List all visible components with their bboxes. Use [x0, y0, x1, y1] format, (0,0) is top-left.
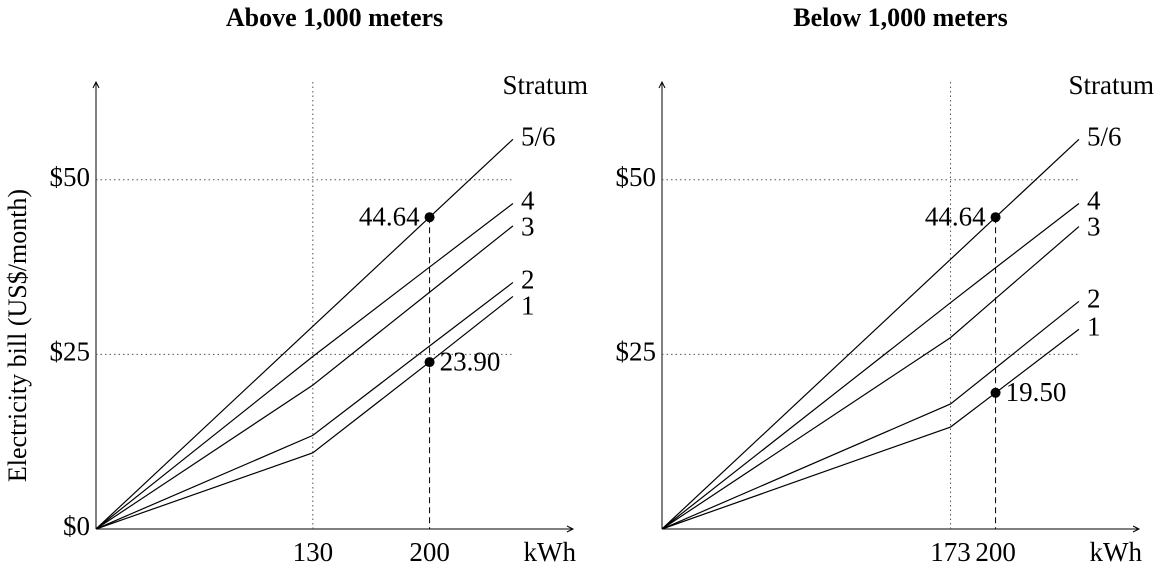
panel-title: Above 1,000 meters [226, 3, 443, 32]
x-axis-arrow [566, 525, 575, 533]
point [424, 357, 435, 368]
point [990, 212, 1001, 223]
x-axis-label: kWh [1090, 537, 1143, 567]
series-line [661, 203, 1080, 530]
x-axis-arrow [1132, 525, 1141, 533]
series-line [661, 226, 1080, 530]
point-label: 19.50 [1006, 377, 1067, 407]
series-label: 4 [521, 186, 535, 216]
series-line [95, 225, 514, 530]
x-tick-label: 130 [293, 537, 334, 567]
series-line [661, 328, 1080, 530]
series-label: 3 [521, 212, 535, 242]
y-axis-arrow [92, 80, 100, 89]
series-label: 4 [1087, 186, 1101, 216]
point-label: 23.90 [440, 346, 501, 376]
x-axis-label: kWh [524, 537, 577, 567]
point-label: 44.64 [925, 201, 986, 231]
series-label: 5/6 [1087, 121, 1122, 151]
point [424, 212, 435, 223]
x-tick-label: 173 [930, 537, 971, 567]
y-tick-label: $50 [616, 162, 657, 192]
series-label: 5/6 [521, 121, 556, 151]
y-tick-label: $25 [50, 337, 91, 367]
legend-title: Stratum [1069, 70, 1155, 100]
y-tick-label: $50 [50, 162, 91, 192]
series-line [661, 138, 1080, 530]
y-axis-label: Electricity bill (US$/month) [3, 189, 32, 482]
series-line [95, 281, 514, 530]
series-label: 2 [1087, 284, 1101, 314]
series-label: 1 [521, 291, 535, 321]
y-axis-arrow [658, 80, 666, 89]
series-line [95, 138, 514, 530]
series-line [95, 203, 514, 530]
point-label: 44.64 [359, 201, 420, 231]
series-label: 2 [521, 265, 535, 295]
series-label: 3 [1087, 212, 1101, 242]
legend-title: Stratum [503, 70, 589, 100]
series-line [95, 295, 514, 530]
series-label: 1 [1087, 311, 1101, 341]
x-tick-label: 200 [409, 537, 450, 567]
series-line [661, 300, 1080, 530]
panel-title: Below 1,000 meters [793, 3, 1007, 32]
y-tick-label: $25 [616, 337, 657, 367]
point [990, 387, 1001, 398]
x-tick-label: 200 [975, 537, 1016, 567]
y-tick-label: $0 [63, 511, 90, 541]
